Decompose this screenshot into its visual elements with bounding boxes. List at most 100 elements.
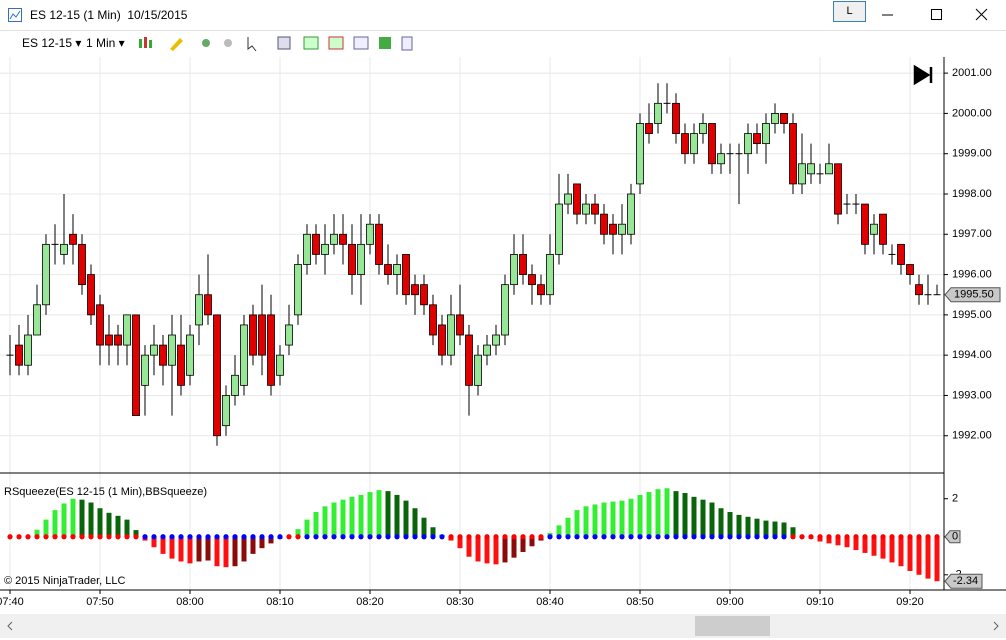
squeeze-dot — [448, 534, 454, 540]
squeeze-dot — [304, 534, 310, 540]
candle-body — [834, 163, 842, 215]
candle-body — [150, 344, 158, 356]
maximize[interactable] — [931, 9, 942, 20]
pointer[interactable] — [247, 37, 257, 52]
scroll-arrows[interactable] — [7, 621, 999, 631]
histogram-bar — [736, 514, 742, 537]
zoom-out[interactable] — [224, 39, 232, 47]
histogram-bar — [277, 536, 283, 539]
squeeze-dot — [754, 534, 760, 540]
scrollbar[interactable] — [0, 614, 1006, 638]
histogram-bar — [259, 536, 265, 549]
squeeze-dot — [295, 534, 301, 540]
data-box[interactable] — [277, 36, 291, 50]
drawing-tool[interactable] — [170, 38, 183, 51]
candle-body — [420, 284, 428, 306]
candle-body — [870, 223, 878, 235]
histogram-bar — [853, 536, 859, 551]
squeeze-dot — [619, 534, 625, 540]
candle-body — [654, 102, 662, 124]
candle-body — [717, 153, 725, 165]
histogram-bar — [655, 489, 661, 537]
account-button[interactable]: L — [833, 1, 866, 22]
chart-style[interactable] — [139, 37, 152, 48]
histogram-bar — [403, 500, 409, 537]
histogram-bar — [619, 500, 625, 537]
squeeze-dot — [565, 534, 571, 540]
x-tick-label: 09:00 — [716, 596, 744, 608]
squeeze-dot — [25, 534, 31, 540]
candle-body — [285, 324, 293, 346]
squeeze-dot — [259, 534, 265, 540]
candle-body — [168, 334, 176, 366]
candle-body — [249, 314, 257, 356]
properties[interactable] — [401, 36, 413, 51]
histogram-bar — [817, 536, 823, 542]
histogram-bar — [394, 494, 400, 537]
scroll-to-end[interactable] — [913, 64, 933, 86]
interval-selector[interactable]: 1 Min ▾ — [86, 36, 125, 50]
histogram-bar — [124, 519, 130, 537]
histogram-bar — [79, 499, 85, 537]
y-tick-label: 1994.00 — [952, 349, 992, 361]
squeeze-dot — [880, 534, 886, 540]
x-tick-label: 08:40 — [536, 596, 564, 608]
histogram-bar — [178, 536, 184, 562]
y-tick-label: 2001.00 — [952, 67, 992, 79]
candle-body — [42, 243, 50, 306]
candle-body — [384, 264, 392, 275]
squeeze-dot — [799, 534, 805, 540]
candle-body — [807, 163, 815, 175]
candle-body — [537, 284, 545, 296]
candle-body — [393, 264, 401, 275]
zoom-in[interactable] — [202, 39, 210, 47]
squeeze-dot — [43, 534, 49, 540]
indicators[interactable] — [328, 36, 344, 50]
templates[interactable] — [353, 36, 369, 50]
x-tick-label: 07:50 — [86, 596, 114, 608]
histogram-bar — [412, 508, 418, 537]
squeeze-dot — [808, 534, 814, 540]
candle-body — [825, 163, 833, 175]
scrollbar-thumb[interactable] — [695, 616, 770, 636]
squeeze-dot — [547, 534, 553, 540]
toolbar: ES 12-15 ▾ 1 Min ▾ — [0, 31, 1006, 56]
squeeze-dot — [574, 534, 580, 540]
candle-body — [222, 395, 230, 427]
histogram-bar — [466, 536, 472, 557]
candle-body — [159, 344, 167, 366]
candle-body — [618, 223, 626, 235]
squeeze-dot — [772, 534, 778, 540]
squeeze-dot — [430, 534, 436, 540]
strategies[interactable] — [303, 36, 319, 50]
squeeze-dot — [124, 534, 130, 540]
histogram-bar — [223, 536, 229, 568]
squeeze-dot — [664, 534, 670, 540]
y-tick-label: 2000.00 — [952, 107, 992, 119]
histogram-bar — [70, 498, 76, 537]
candle-body — [555, 203, 563, 255]
squeeze-dot — [610, 534, 616, 540]
candle-body — [645, 123, 653, 134]
squeeze-dot — [628, 534, 634, 540]
histogram-bar — [304, 519, 310, 537]
squeeze-dot — [511, 534, 517, 540]
histogram-bar — [295, 529, 301, 537]
candle-body — [492, 334, 500, 346]
histogram-bar — [97, 508, 103, 537]
histogram-bar — [790, 527, 796, 537]
instrument-selector[interactable]: ES 12-15 ▾ — [22, 36, 82, 50]
histogram-bar — [574, 510, 580, 537]
squeeze-dot — [871, 534, 877, 540]
histogram-bar — [115, 515, 121, 537]
y-tick-label: 2 — [952, 493, 958, 505]
candle-body — [204, 294, 212, 316]
orders[interactable] — [379, 37, 391, 49]
squeeze-dot — [250, 534, 256, 540]
close[interactable] — [975, 8, 988, 21]
squeeze-dot — [7, 534, 13, 540]
histogram-bar — [448, 536, 454, 541]
candle-body — [789, 123, 797, 185]
squeeze-dot — [97, 534, 103, 540]
squeeze-dot — [358, 534, 364, 540]
